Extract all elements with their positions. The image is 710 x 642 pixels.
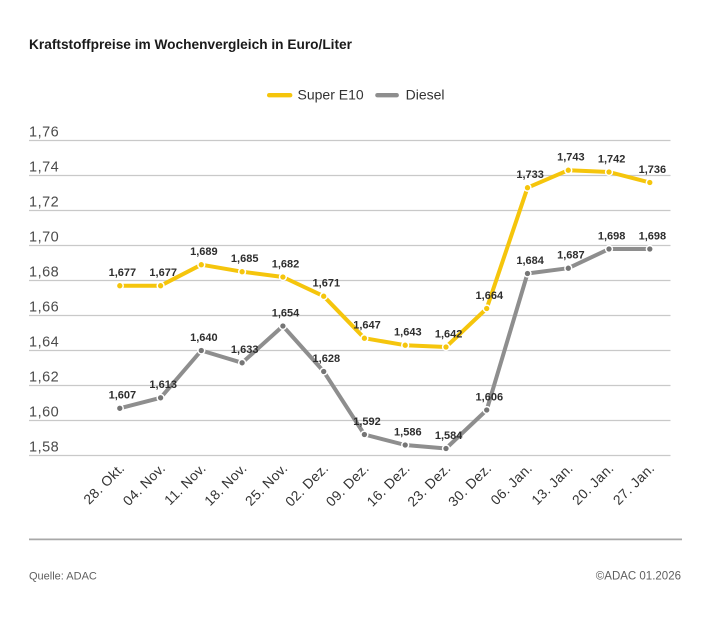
- svg-text:1,586: 1,586: [394, 426, 422, 438]
- svg-text:1,640: 1,640: [190, 332, 218, 344]
- svg-text:1,64: 1,64: [29, 335, 59, 351]
- svg-text:1,643: 1,643: [394, 327, 422, 339]
- svg-text:1,677: 1,677: [109, 267, 137, 279]
- svg-text:Quelle: ADAC: Quelle: ADAC: [29, 571, 97, 583]
- svg-text:1,592: 1,592: [353, 416, 381, 428]
- svg-text:1,66: 1,66: [29, 300, 59, 316]
- svg-text:1,733: 1,733: [516, 169, 544, 181]
- svg-text:©ADAC 01.2026: ©ADAC 01.2026: [596, 571, 681, 583]
- svg-text:1,698: 1,698: [598, 230, 626, 242]
- svg-text:1,743: 1,743: [557, 152, 585, 164]
- svg-text:1,647: 1,647: [353, 320, 381, 332]
- svg-text:1,664: 1,664: [476, 290, 504, 302]
- svg-text:1,685: 1,685: [231, 253, 259, 265]
- svg-text:1,606: 1,606: [476, 391, 504, 403]
- svg-text:1,628: 1,628: [313, 353, 341, 365]
- svg-text:1,736: 1,736: [639, 164, 667, 176]
- svg-text:Super E10: Super E10: [298, 87, 364, 103]
- svg-text:1,654: 1,654: [272, 307, 300, 319]
- svg-text:1,642: 1,642: [435, 328, 463, 340]
- svg-text:Kraftstoffpreise im Wochenverg: Kraftstoffpreise im Wochenvergleich in E…: [29, 37, 353, 52]
- svg-text:1,76: 1,76: [29, 125, 59, 141]
- svg-text:1,58: 1,58: [29, 440, 59, 456]
- svg-text:1,698: 1,698: [639, 230, 667, 242]
- svg-text:1,684: 1,684: [516, 255, 544, 267]
- svg-text:1,613: 1,613: [149, 379, 177, 391]
- svg-text:1,687: 1,687: [557, 250, 585, 262]
- svg-text:1,584: 1,584: [435, 430, 463, 442]
- svg-text:1,60: 1,60: [29, 405, 59, 421]
- svg-text:1,62: 1,62: [29, 370, 59, 386]
- svg-text:1,72: 1,72: [29, 195, 59, 211]
- svg-text:1,74: 1,74: [29, 160, 59, 176]
- svg-text:1,742: 1,742: [598, 153, 626, 165]
- svg-text:1,677: 1,677: [149, 267, 177, 279]
- svg-text:1,682: 1,682: [272, 258, 300, 270]
- svg-text:Diesel: Diesel: [406, 87, 445, 103]
- svg-text:1,671: 1,671: [313, 278, 341, 290]
- svg-text:1,689: 1,689: [190, 246, 218, 258]
- svg-text:1,70: 1,70: [29, 230, 59, 246]
- svg-text:1,607: 1,607: [109, 390, 137, 402]
- svg-text:1,633: 1,633: [231, 344, 259, 356]
- svg-text:1,68: 1,68: [29, 265, 59, 281]
